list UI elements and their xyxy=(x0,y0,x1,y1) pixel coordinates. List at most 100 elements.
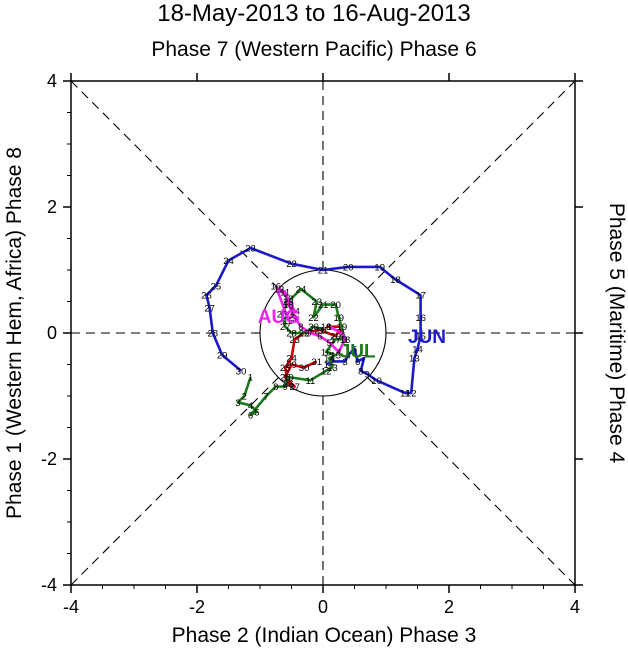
day-label: 30 xyxy=(299,363,310,374)
day-label: 21 xyxy=(318,266,329,277)
day-label: 2 xyxy=(339,329,344,340)
month-label: JUL xyxy=(340,342,376,363)
day-label: 7 xyxy=(308,329,313,340)
day-label: 12 xyxy=(321,366,332,377)
day-label: 22 xyxy=(308,313,319,324)
day-label: 25 xyxy=(280,363,291,374)
month-labels: JUN JUL AUG xyxy=(258,307,446,363)
day-label: 6 xyxy=(355,357,360,368)
day-label: 26 xyxy=(201,291,212,302)
phase-guide-lines xyxy=(70,80,576,586)
day-label: 12 xyxy=(274,284,285,295)
day-label: 19 xyxy=(333,313,344,324)
day-label: 11 xyxy=(400,388,410,399)
day-label: 26 xyxy=(277,310,288,321)
day-label: 31 xyxy=(311,357,322,368)
day-label: 14 xyxy=(324,354,335,365)
day-label: 15 xyxy=(283,316,294,327)
day-label: 1 xyxy=(327,322,332,333)
day-label: 16 xyxy=(321,347,332,358)
day-label: 11 xyxy=(305,376,315,387)
day-label: 29 xyxy=(299,329,310,340)
day-label: 7 xyxy=(264,392,269,403)
series-line-jul xyxy=(236,287,347,417)
day-label: 20 xyxy=(343,262,354,273)
y-tick-label: 0 xyxy=(47,323,57,343)
x-tick-label: -2 xyxy=(189,597,205,617)
day-label: 13 xyxy=(283,294,294,305)
day-label: 17 xyxy=(415,291,426,302)
month-label: AUG xyxy=(258,307,300,328)
y-tick-label: -2 xyxy=(41,449,57,469)
day-label: 9 xyxy=(292,313,297,324)
day-label: 27 xyxy=(289,382,300,393)
day-label: 15 xyxy=(415,332,426,343)
day-label: 18 xyxy=(340,335,351,346)
day-label: 15 xyxy=(330,351,341,362)
diagonal-guide-line xyxy=(70,377,279,586)
day-label: 5 xyxy=(254,407,259,418)
day-label: 10 xyxy=(283,300,294,311)
day-label: 8 xyxy=(298,322,303,333)
day-label: 27 xyxy=(204,303,215,314)
month-label: JUN xyxy=(408,327,446,348)
day-label: 16 xyxy=(270,281,281,292)
y-axis-label-right: Phase 5 (Maritime) Phase 4 xyxy=(605,202,628,464)
chart-subtitle: Phase 7 (Western Pacific) Phase 6 xyxy=(151,38,477,61)
day-label: 22 xyxy=(299,329,310,340)
diagonal-guide-line xyxy=(70,80,279,289)
day-label: 30 xyxy=(308,322,319,333)
day-label: 30 xyxy=(236,366,247,377)
day-label: 9 xyxy=(283,382,288,393)
day-label: 18 xyxy=(390,275,401,286)
y-tick-label: 2 xyxy=(47,197,57,217)
day-label: 10 xyxy=(283,373,294,384)
day-label: 14 xyxy=(412,344,423,355)
day-label: 4 xyxy=(248,401,253,412)
day-label: 17 xyxy=(330,335,341,346)
day-label: 6 xyxy=(317,332,322,343)
day-label: 28 xyxy=(286,329,297,340)
diagonal-guide-line xyxy=(367,80,576,289)
day-label: 23 xyxy=(289,335,300,346)
day-label: 2 xyxy=(242,392,247,403)
day-label: 3 xyxy=(235,398,240,409)
day-label: 28 xyxy=(207,329,218,340)
day-label: 31 xyxy=(318,325,329,336)
day-label: 13 xyxy=(327,363,338,374)
y-tick-label: -4 xyxy=(41,575,57,595)
day-label: 9 xyxy=(364,369,369,380)
day-label: 29 xyxy=(217,351,228,362)
day-label: 20 xyxy=(330,300,341,311)
chart-title: 18-May-2013 to 16-Aug-2013 xyxy=(157,0,471,27)
day-label: 25 xyxy=(211,281,222,292)
day-label: 12 xyxy=(406,388,417,399)
day-label: 25 xyxy=(283,297,294,308)
series-line-aug xyxy=(274,285,347,354)
x-tick-label: 2 xyxy=(444,597,454,617)
diagonal-guide-line xyxy=(367,377,576,586)
day-label: 1 xyxy=(324,360,329,371)
day-label: 19 xyxy=(337,322,348,333)
x-tick-label: 0 xyxy=(318,597,328,617)
day-label: 3 xyxy=(342,335,347,346)
day-label: 19 xyxy=(374,262,385,273)
y-axis-label-left: Phase 1 (Western Hem, Africa) Phase 8 xyxy=(3,147,26,519)
day-label: 20 xyxy=(330,332,341,343)
day-label: 5 xyxy=(352,344,357,355)
day-label: 21 xyxy=(315,325,326,336)
day-label: 5 xyxy=(327,338,332,349)
series-line-may xyxy=(283,325,344,388)
day-label: 2 xyxy=(330,357,335,368)
x-axis-label: Phase 2 (Indian Ocean) Phase 3 xyxy=(171,624,477,647)
day-label: 21 xyxy=(318,300,329,311)
day-label: 29 xyxy=(286,360,297,371)
day-label: 28 xyxy=(280,373,291,384)
day-label: 16 xyxy=(415,313,426,324)
x-tick-label: 4 xyxy=(570,597,580,617)
day-label: 18 xyxy=(321,322,332,333)
day-label: 6 xyxy=(248,410,253,421)
y-tick-label: 4 xyxy=(47,71,57,91)
